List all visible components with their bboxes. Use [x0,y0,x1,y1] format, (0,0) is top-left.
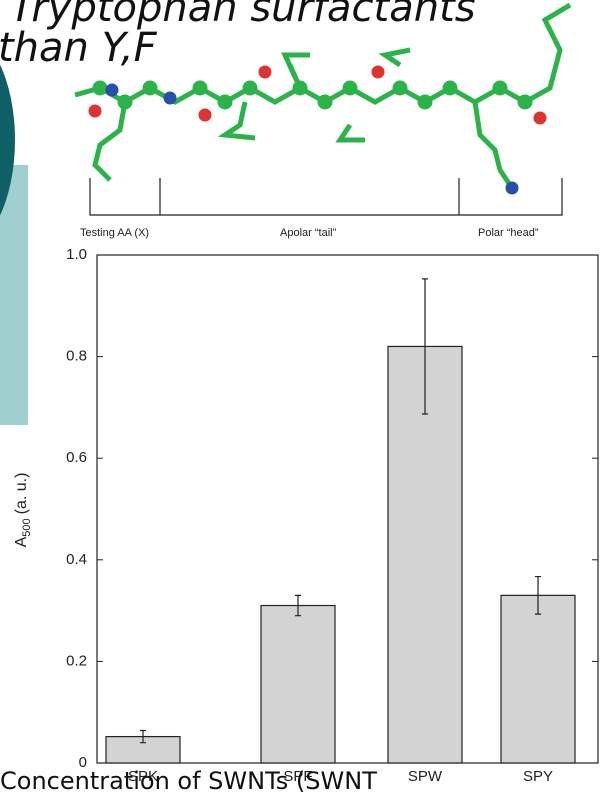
error-bar [422,278,428,415]
x-tick-label: SPW [408,768,443,785]
bar [500,594,576,764]
x-tick-label: SPF [283,768,312,785]
y-axis-label-unit: (a. u.) [13,473,30,515]
plot-frame [96,254,599,764]
decor-ellipse [0,64,15,216]
x-tick-label: SPY [523,768,553,785]
error-bar [140,729,146,744]
molecule-label: Testing AA (X) [80,227,149,239]
y-axis-label: A500 (a. u.) [13,473,33,548]
decor-block [0,165,28,425]
title-line: than Y,F [0,25,158,71]
y-tick-label: 0.6 [66,449,87,466]
bar [387,345,463,764]
error-bar [295,594,301,617]
y-tick-label: 0.4 [66,551,87,568]
error-bar [535,575,541,615]
y-tick-label: 1.0 [66,246,87,263]
title: Tryptophan surfactants than Y,F [0,0,476,71]
y-tick-label: 0.8 [66,348,87,365]
molecule [74,2,572,195]
bar [260,604,336,764]
caption: Concentration of SWNTs (SWNT [0,767,377,792]
molecule-brackets [89,178,563,216]
y-tick-label: 0 [79,754,87,771]
y-axis-label-sub: 500 [21,518,33,536]
title-line: Tryptophan surfactants [10,0,476,31]
bar [105,735,181,764]
molecule-label: Apolar “tail” [280,227,337,239]
molecule-label: Polar “head” [478,227,539,239]
y-tick-label: 0.2 [66,652,87,669]
y-axis-label-main: A [13,536,30,547]
x-tick-label: SPK [128,768,158,785]
